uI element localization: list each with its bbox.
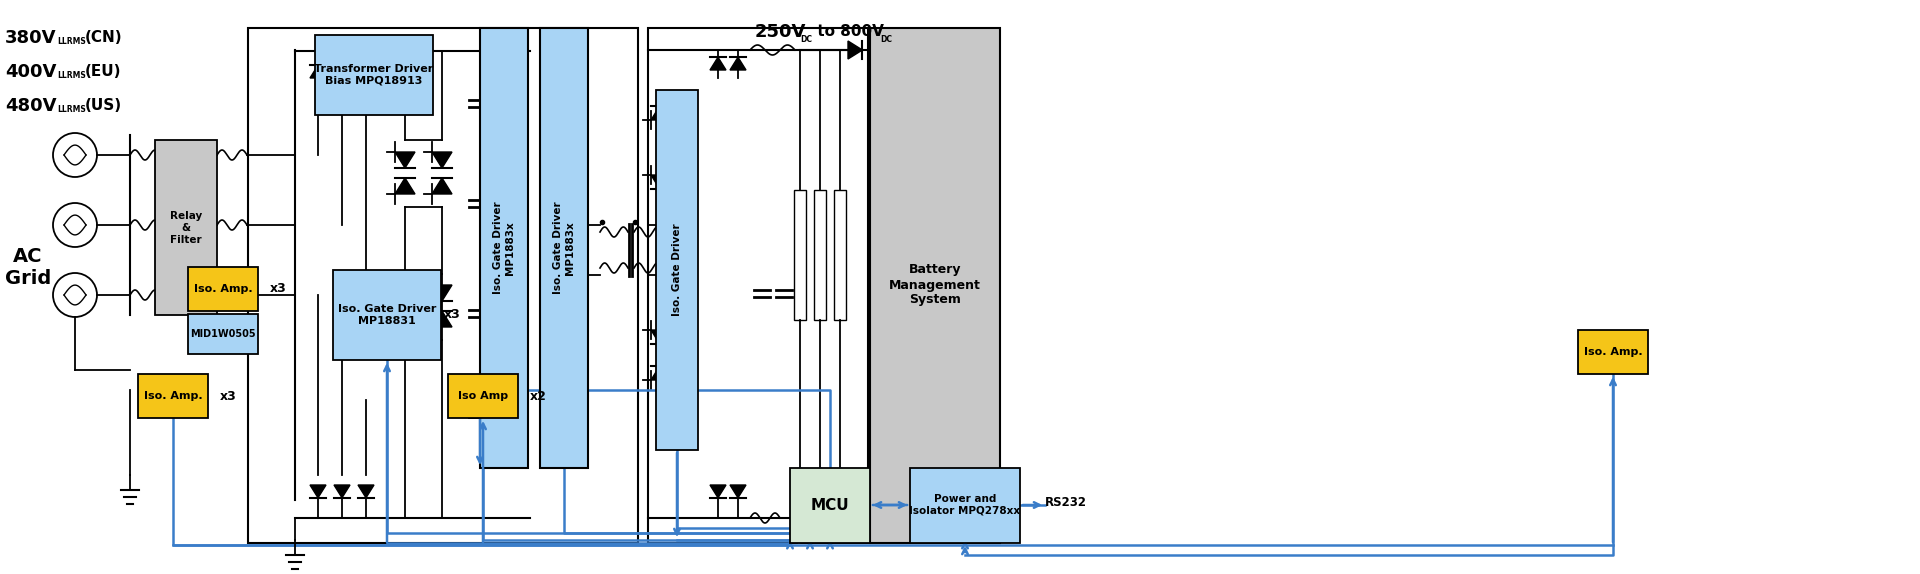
Polygon shape [484, 150, 499, 163]
Text: Iso. Amp.: Iso. Amp. [194, 284, 252, 294]
Text: Battery
Management
System: Battery Management System [889, 263, 981, 307]
Polygon shape [309, 485, 326, 498]
Bar [649, 28, 868, 543]
Text: Iso. Gate Driver
MP1883x: Iso. Gate Driver MP1883x [553, 201, 574, 294]
Bar [789, 468, 870, 543]
Text: Relay
&
Filter: Relay & Filter [169, 211, 202, 245]
Bar [315, 35, 434, 115]
Text: RS232: RS232 [1044, 497, 1087, 510]
Text: 250V: 250V [755, 23, 806, 41]
Text: 380V: 380V [6, 29, 56, 47]
Bar [795, 190, 806, 320]
Text: Iso. Gate Driver
MP1883x: Iso. Gate Driver MP1883x [493, 201, 515, 294]
Polygon shape [396, 311, 415, 327]
Polygon shape [484, 390, 499, 403]
Polygon shape [651, 330, 668, 344]
Bar [870, 28, 1000, 543]
Bar [910, 468, 1020, 543]
Polygon shape [484, 207, 499, 220]
Polygon shape [543, 327, 561, 340]
Polygon shape [849, 41, 862, 59]
Polygon shape [432, 152, 451, 168]
Polygon shape [309, 65, 326, 78]
Polygon shape [730, 57, 747, 70]
Polygon shape [357, 65, 374, 78]
Bar [814, 190, 826, 320]
Text: (US): (US) [84, 99, 123, 114]
Polygon shape [484, 87, 499, 100]
Polygon shape [334, 485, 349, 498]
Bar [540, 28, 588, 468]
Polygon shape [484, 270, 499, 283]
Polygon shape [396, 285, 415, 301]
Bar [480, 28, 528, 468]
Text: (CN): (CN) [84, 30, 123, 45]
Polygon shape [543, 390, 561, 403]
Text: AC
Grid: AC Grid [6, 247, 52, 289]
Text: LLRMS: LLRMS [58, 37, 86, 46]
Polygon shape [396, 178, 415, 194]
Polygon shape [651, 175, 668, 189]
Text: LLRMS: LLRMS [58, 106, 86, 114]
Bar [833, 190, 847, 320]
Text: MCU: MCU [810, 498, 849, 513]
Bar [332, 270, 442, 360]
Text: Transformer Driver
Bias MPQ18913: Transformer Driver Bias MPQ18913 [315, 64, 434, 86]
Text: DC: DC [801, 36, 812, 45]
Bar [657, 90, 699, 450]
Text: to 800V: to 800V [812, 25, 883, 40]
Polygon shape [651, 106, 668, 120]
Polygon shape [543, 270, 561, 283]
Text: 480V: 480V [6, 97, 56, 115]
Text: Iso Amp: Iso Amp [459, 391, 509, 401]
Polygon shape [432, 285, 451, 301]
Polygon shape [396, 152, 415, 168]
Polygon shape [432, 178, 451, 194]
Text: DC: DC [879, 36, 893, 45]
Text: Iso. Amp.: Iso. Amp. [1584, 347, 1642, 357]
Bar [447, 374, 518, 418]
Text: Iso. Amp.: Iso. Amp. [144, 391, 202, 401]
Polygon shape [334, 65, 349, 78]
Text: Power and
Isolator MPQ278xx: Power and Isolator MPQ278xx [910, 494, 1021, 516]
Text: x3: x3 [219, 390, 236, 402]
Text: 400V: 400V [6, 63, 56, 81]
Bar [1578, 330, 1647, 374]
Polygon shape [484, 327, 499, 340]
Bar [188, 314, 257, 354]
Polygon shape [357, 485, 374, 498]
Polygon shape [710, 57, 726, 70]
Text: x2: x2 [530, 390, 547, 402]
Bar [188, 267, 257, 311]
Polygon shape [543, 207, 561, 220]
Bar [248, 28, 637, 543]
Bar [138, 374, 207, 418]
Polygon shape [543, 150, 561, 163]
Text: MID1W0505: MID1W0505 [190, 329, 255, 339]
Polygon shape [651, 366, 668, 380]
Text: Iso. Gate Driver
MP18831: Iso. Gate Driver MP18831 [338, 304, 436, 326]
Text: x3: x3 [269, 282, 286, 296]
Polygon shape [730, 485, 747, 498]
Polygon shape [710, 485, 726, 498]
Text: x3: x3 [444, 308, 461, 321]
Polygon shape [432, 311, 451, 327]
Text: (EU): (EU) [84, 64, 121, 80]
Polygon shape [543, 87, 561, 100]
Text: Iso. Gate Driver: Iso. Gate Driver [672, 224, 682, 316]
Text: LLRMS: LLRMS [58, 72, 86, 80]
Bar [156, 140, 217, 315]
